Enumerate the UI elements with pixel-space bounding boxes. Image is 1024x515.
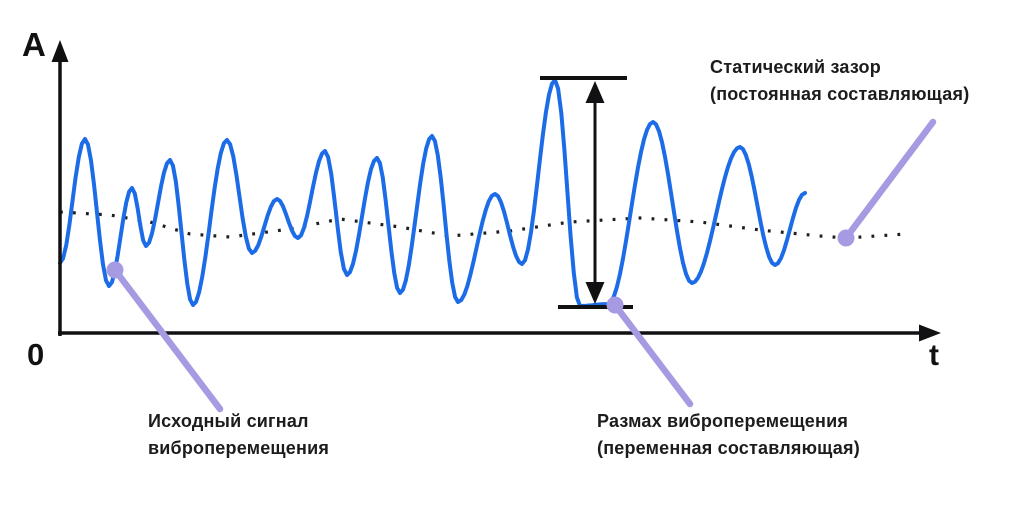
peak-range-leader-dot-icon bbox=[606, 296, 624, 314]
y-axis-arrowhead-icon bbox=[51, 40, 69, 62]
static-gap-label: Статический зазор (постоянная составляющ… bbox=[710, 54, 969, 108]
x-axis-label: t bbox=[929, 339, 939, 372]
vibration-signal-curve bbox=[58, 78, 807, 308]
origin-label: 0 bbox=[27, 337, 45, 372]
peak-range-label: Размах виброперемещения (переменная сост… bbox=[597, 408, 860, 462]
static-component-dotted-line bbox=[59, 210, 907, 240]
static-gap-label-line1: Статический зазор bbox=[710, 57, 881, 77]
peak-range-label-line1: Размах виброперемещения bbox=[597, 411, 849, 431]
measure-arrow-down-icon bbox=[585, 282, 605, 304]
static-gap-leader-line bbox=[842, 118, 937, 242]
source-signal-leader-dot-icon bbox=[106, 261, 124, 279]
static-gap-leader-dot-icon bbox=[837, 229, 855, 247]
source-signal-label-line2: виброперемещения bbox=[148, 438, 330, 458]
peak-range-label-line2: (переменная составляющая) bbox=[597, 438, 860, 458]
y-axis-label: A bbox=[22, 26, 46, 63]
static-gap-label-line2: (постоянная составляющая) bbox=[710, 84, 970, 104]
source-signal-label-line1: Исходный сигнал bbox=[148, 411, 309, 431]
x-axis-arrowhead-icon bbox=[919, 324, 941, 342]
source-signal-leader-line bbox=[111, 266, 224, 413]
source-signal-label: Исходный сигнал виброперемещения bbox=[148, 408, 329, 462]
measure-arrow-up-icon bbox=[585, 81, 605, 103]
peak-range-leader-line bbox=[611, 301, 694, 408]
